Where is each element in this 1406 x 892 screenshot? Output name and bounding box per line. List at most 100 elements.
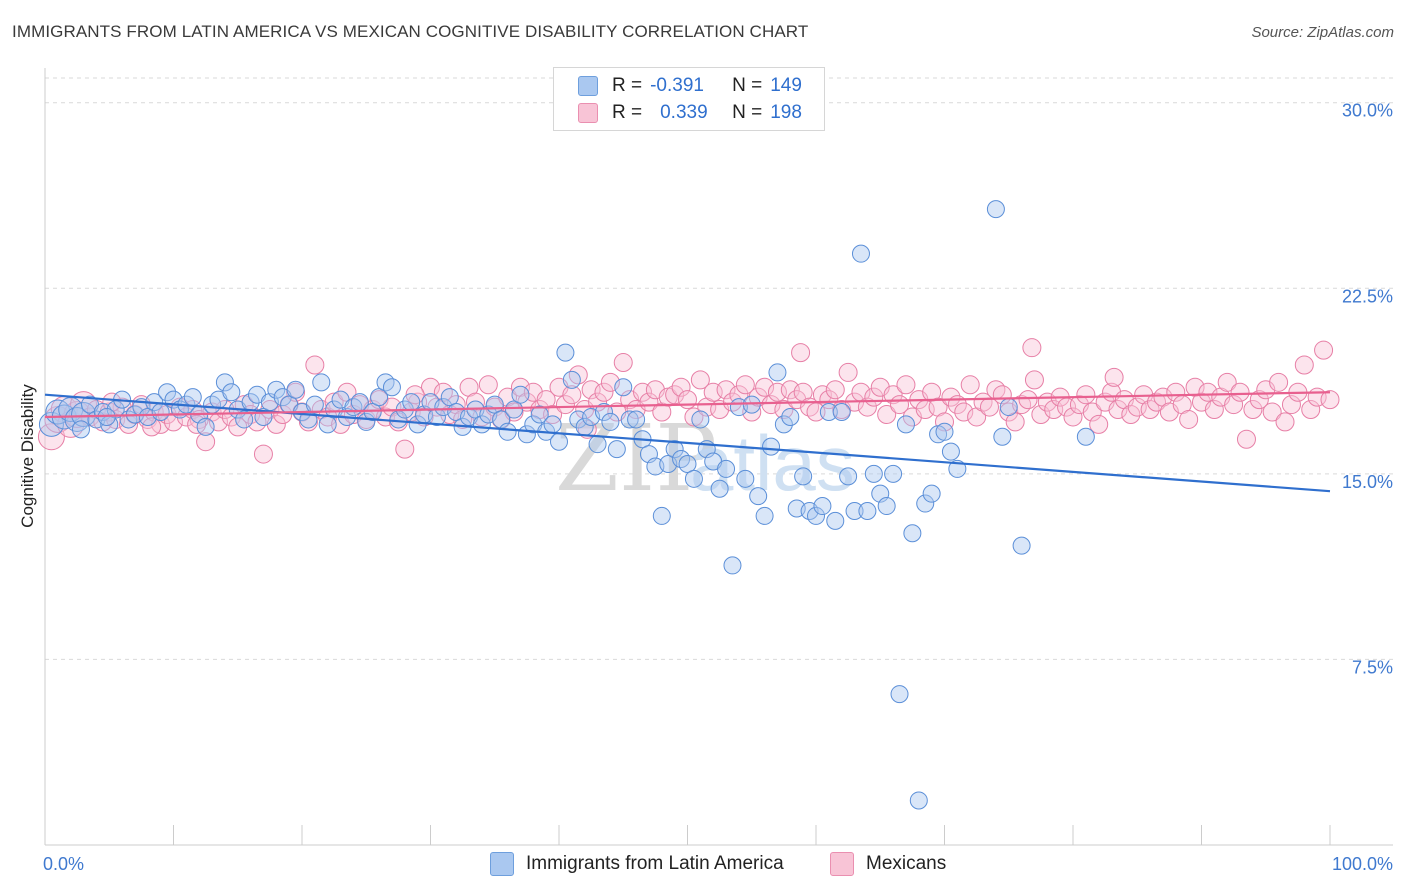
mexicans-point — [678, 390, 697, 410]
latin-america-point — [498, 422, 517, 441]
mexicans-point — [395, 439, 415, 459]
mexicans-point — [1018, 390, 1038, 410]
latin-america-point — [717, 459, 736, 478]
latin-america-points — [38, 200, 1095, 810]
mexicans-point — [1063, 407, 1083, 427]
mexicans-point — [142, 417, 162, 437]
latin-america-point — [594, 403, 613, 422]
mexicans-point — [453, 409, 473, 429]
mexicans-point — [1024, 370, 1044, 390]
mexicans-point — [690, 370, 710, 390]
latin-america-point — [652, 506, 671, 525]
latin-america-point — [993, 427, 1012, 446]
latin-america-point — [530, 405, 549, 424]
legend-row-blue: R = -0.391 N = 149 — [578, 74, 802, 98]
latin-america-point — [762, 437, 781, 456]
mexicans-point — [1314, 340, 1334, 360]
latin-america-point — [440, 388, 459, 407]
mexicans-point — [639, 392, 659, 412]
latin-america-point — [151, 403, 170, 422]
mexicans-point — [665, 385, 685, 405]
mexicans-point — [1031, 404, 1051, 424]
latin-america-point — [511, 385, 530, 404]
latin-america-point — [665, 440, 684, 459]
source-credit: Source: ZipAtlas.com — [1251, 24, 1394, 41]
latin-america-point — [215, 373, 234, 392]
y-tick-label: 22.5% — [1342, 286, 1393, 306]
latin-america-point — [896, 415, 915, 434]
latin-america-point — [607, 440, 626, 459]
latin-america-point — [935, 422, 954, 441]
mexicans-trend-line — [44, 391, 1331, 419]
mexicans-point — [1262, 402, 1282, 422]
latin-america-point — [614, 378, 633, 397]
mexicans-point — [1281, 395, 1301, 415]
latin-america-point — [627, 410, 646, 429]
legend-n-label: N = — [732, 75, 763, 96]
latin-america-point — [877, 497, 896, 516]
mexicans-point — [761, 395, 781, 415]
mexicans-point — [812, 385, 832, 405]
mexicans-point — [973, 392, 993, 412]
latin-america-point — [550, 432, 568, 451]
latin-america-point — [543, 415, 562, 434]
latin-america-point — [999, 398, 1018, 417]
mexicans-point — [421, 377, 440, 397]
latin-america-point — [556, 343, 575, 362]
latin-america-point — [742, 395, 761, 414]
mexicans-point — [960, 375, 980, 395]
legend-r-label: R = — [612, 102, 643, 123]
latin-america-point — [948, 459, 967, 478]
latin-america-point — [505, 400, 524, 419]
latin-america-trend-line — [44, 393, 1331, 493]
latin-america-point — [71, 401, 97, 427]
latin-america-point — [864, 464, 883, 483]
mexicans-point — [755, 377, 775, 397]
mexicans-point — [577, 419, 597, 439]
latin-america-point — [1012, 536, 1031, 555]
latin-america-point — [851, 244, 870, 263]
latin-america-point — [813, 497, 832, 516]
latin-america-point — [884, 464, 903, 483]
latin-america-point — [710, 479, 729, 498]
latin-america-point — [839, 467, 858, 486]
latin-america-point — [305, 395, 324, 414]
mexicans-point — [478, 375, 498, 395]
latin-america-point — [222, 383, 241, 402]
tick-labels: 7.5% 15.0% 22.5% 30.0% 0.0% 100.0% — [43, 101, 1393, 874]
mexicans-point — [1243, 400, 1263, 420]
latin-america-point — [858, 501, 877, 520]
mexicans-point — [1217, 372, 1237, 392]
mexicans-point — [774, 400, 794, 420]
latin-america-point — [1076, 427, 1095, 446]
mexicans-point — [735, 375, 755, 395]
legend-blue-r: -0.391 — [650, 75, 704, 96]
mexicans-point — [954, 402, 974, 422]
mexicans-point — [857, 397, 877, 417]
latin-america-point — [768, 363, 787, 382]
pink-swatch — [578, 103, 598, 123]
mexicans-point — [1076, 385, 1096, 405]
latin-america-point — [684, 469, 703, 488]
latin-america-point — [941, 442, 960, 461]
latin-america-point — [774, 415, 793, 434]
latin-america-point — [158, 383, 177, 402]
latin-america-point — [819, 403, 838, 422]
latin-america-point — [691, 410, 710, 429]
mexicans-point — [562, 385, 582, 405]
mexicans-point — [1147, 392, 1167, 412]
mexicans-point — [594, 382, 614, 402]
latin-america-point — [562, 370, 581, 389]
latin-america-point — [382, 378, 401, 397]
mexicans-point — [1204, 400, 1224, 420]
latin-america-point — [755, 506, 774, 525]
mexicans-point — [877, 404, 897, 424]
latin-america-point — [312, 373, 331, 392]
latin-america-point — [183, 388, 202, 407]
legend-n-label: N = — [732, 102, 763, 123]
bottom-pink-label: Mexicans — [866, 853, 947, 874]
mexicans-point — [838, 362, 858, 382]
grid-lines — [45, 77, 1393, 660]
mexicans-point — [543, 404, 563, 424]
bottom-legend-pink: Mexicans — [830, 851, 946, 877]
